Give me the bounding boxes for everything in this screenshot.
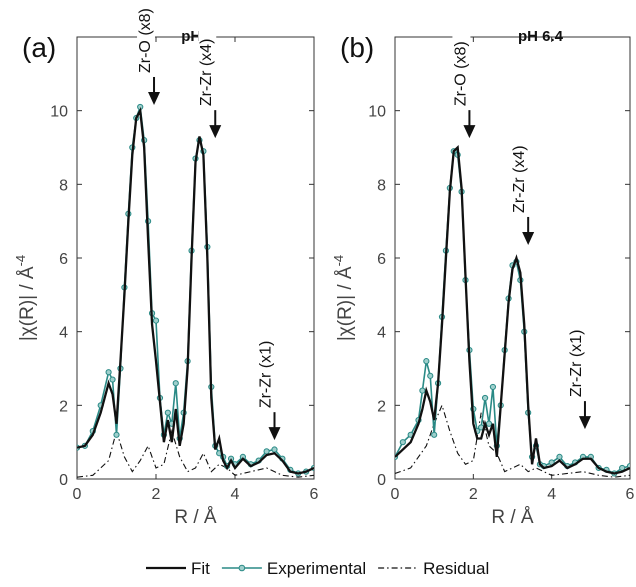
annotation-arrow-head [463, 125, 476, 139]
experimental-point [485, 420, 493, 427]
experimental-point [263, 448, 270, 455]
x-tick-label: 0 [391, 486, 400, 503]
experimental-point [152, 317, 160, 324]
axes-box [76, 36, 315, 480]
experimental-point [172, 380, 179, 387]
x-tick-label: 6 [626, 486, 635, 503]
x-axis-label: R / Å [174, 507, 217, 528]
legend-label: Fit [191, 559, 210, 578]
annotation-label: Zr-O (x8) [137, 8, 154, 73]
fit-line [77, 106, 314, 475]
annotation-background [452, 18, 471, 107]
x-tick-label: 2 [152, 486, 161, 503]
annotation-background [511, 124, 530, 213]
y-axis-label: |χ(R)| / Å-4 [13, 255, 38, 341]
annotation-arrow-head [268, 427, 281, 441]
annotation-background [257, 320, 276, 409]
x-tick-label: 6 [310, 486, 319, 503]
x-tick-label: 4 [231, 486, 240, 503]
annotation-arrow-head [578, 416, 591, 430]
series-group [395, 145, 630, 478]
y-tick-label: 2 [59, 398, 68, 415]
y-tick-label: 2 [377, 398, 386, 415]
x-axis-label: R / Å [491, 507, 534, 528]
y-axis-label: |χ(R)| / Å-4 [331, 255, 356, 341]
y-tick-label: 0 [377, 472, 386, 489]
residual-line [395, 403, 630, 478]
x-tick-label: 0 [73, 486, 82, 503]
legend-swatch-marker [238, 564, 246, 572]
y-tick-label: 6 [377, 251, 386, 268]
annotation-label: Zr-Zr (x1) [568, 330, 585, 398]
series-group [77, 103, 314, 478]
annotation-label: Zr-Zr (x1) [258, 341, 275, 409]
experimental-point [419, 387, 426, 394]
legend-label: Experimental [267, 559, 366, 578]
annotation-label: Zr-Zr (x4) [511, 145, 528, 213]
experimental-point [556, 453, 563, 460]
experimental-point [423, 358, 430, 365]
y-tick-label: 0 [59, 472, 68, 489]
experimental-point [427, 372, 434, 379]
fit-line [395, 145, 630, 475]
annotation-arrow-head [209, 125, 222, 139]
experimental-point [113, 431, 120, 438]
axes-box [394, 36, 631, 480]
x-tick-label: 4 [547, 486, 556, 503]
experimental-point [431, 431, 438, 438]
y-tick-label: 8 [377, 177, 386, 194]
residual-line [77, 429, 314, 478]
experimental-point [399, 439, 406, 446]
annotation-background [137, 0, 156, 73]
experimental-point [109, 376, 116, 383]
panel-label: (b) [340, 32, 374, 63]
experimental-point [481, 394, 489, 402]
annotation-arrow-head [522, 231, 535, 245]
legend: Fit Experimental Residual [146, 559, 489, 578]
y-tick-label: 4 [59, 325, 68, 342]
y-tick-label: 10 [50, 104, 68, 121]
legend-label: Residual [423, 559, 489, 578]
annotation-arrow-head [148, 91, 161, 105]
experimental-point [164, 409, 171, 416]
y-tick-label: 10 [368, 104, 386, 121]
experimental-point [489, 383, 497, 391]
experimental-point [105, 369, 112, 376]
x-tick-label: 2 [469, 486, 478, 503]
panel-b: 0 2 4 6 0 2 4 6 8 10 R / Å |χ(R)| / Å-4 (b) pH 6.4 Zr-… [331, 18, 635, 528]
y-tick-label: 6 [59, 251, 68, 268]
panel-title: pH 6.4 [518, 28, 564, 45]
annotation-background [198, 18, 217, 107]
annotation-label: Zr-Zr (x4) [198, 39, 215, 107]
annotation-background [567, 309, 586, 398]
annotation-label: Zr-O (x8) [452, 41, 469, 106]
y-tick-label: 8 [59, 177, 68, 194]
experimental-point [271, 446, 278, 453]
panel-label: (a) [22, 32, 56, 63]
y-tick-label: 4 [377, 325, 386, 342]
